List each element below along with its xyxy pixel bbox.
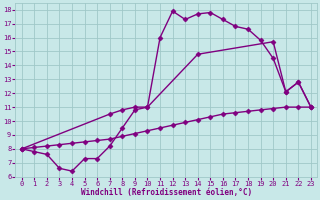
X-axis label: Windchill (Refroidissement éolien,°C): Windchill (Refroidissement éolien,°C) <box>81 188 252 197</box>
